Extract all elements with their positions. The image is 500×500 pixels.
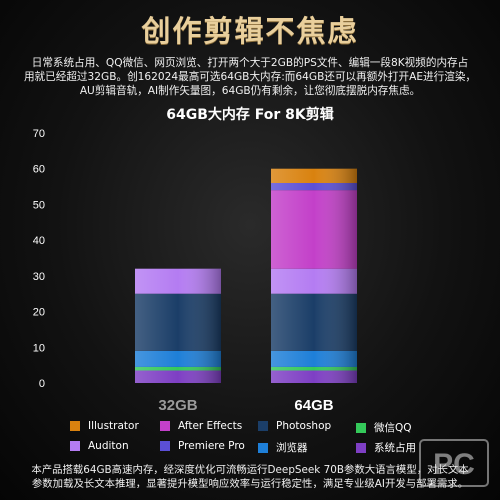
legend-label: Illustrator bbox=[88, 420, 139, 432]
bar-segment-shading bbox=[135, 268, 221, 294]
description-line: 日常系统占用、QQ微信、网页浏览、打开两个大于2GB的PS文件、编辑一段8K视频… bbox=[31, 57, 469, 69]
pc-watermark-icon: PC bbox=[419, 439, 489, 487]
bar-segment-shading bbox=[271, 183, 357, 191]
legend-item: 浏览器 bbox=[258, 440, 308, 455]
legend-label: Auditon bbox=[88, 440, 129, 452]
bar-segment-shading bbox=[135, 350, 221, 367]
legend-swatch bbox=[70, 421, 80, 431]
bar-segment-shading bbox=[271, 293, 357, 351]
legend-label: Premiere Pro bbox=[178, 440, 245, 452]
legend-swatch bbox=[258, 442, 268, 453]
description: 日常系统占用、QQ微信、网页浏览、打开两个大于2GB的PS文件、编辑一段8K视频… bbox=[8, 56, 492, 98]
footer-line: 本产品搭载64GB高速内存，经深度优化可流畅运行DeepSeek 70B参数大语… bbox=[31, 464, 469, 476]
legend-swatch bbox=[160, 441, 170, 451]
chart-title: 64GB大内存 For 8K剪辑 bbox=[166, 107, 334, 123]
bar-segment-shading bbox=[271, 268, 357, 294]
legend-label: 浏览器 bbox=[276, 442, 308, 454]
y-tick-label: 30 bbox=[33, 271, 45, 283]
y-tick-label: 20 bbox=[33, 307, 45, 319]
x-tick-label: 64GB bbox=[294, 397, 333, 414]
y-tick-label: 40 bbox=[33, 235, 45, 247]
bar-segment-shading bbox=[135, 370, 221, 383]
legend-item: 微信QQ bbox=[356, 420, 412, 435]
legend-label: After Effects bbox=[178, 420, 243, 432]
y-tick-label: 10 bbox=[33, 342, 45, 354]
bar-segment-shading bbox=[271, 168, 357, 183]
bar-segment-shading bbox=[135, 366, 221, 371]
legend-label: 系统占用 bbox=[374, 442, 416, 454]
legend-swatch bbox=[70, 441, 80, 451]
watermark-text: PC bbox=[433, 448, 475, 481]
y-tick-label: 0 bbox=[39, 378, 45, 390]
y-tick-label: 50 bbox=[33, 199, 45, 211]
description-line: 用就已经超过32GB。创162024最高可选64GB大内存:而64GB还可以再额… bbox=[23, 71, 477, 83]
bar-segment-shading bbox=[271, 350, 357, 367]
legend-swatch bbox=[356, 442, 366, 453]
footer-line: 参数加载及长文本推理，显著提升模型响应效率与运行稳定性，满足专业级AI开发与部署… bbox=[31, 478, 469, 490]
bar-segment-shading bbox=[135, 293, 221, 351]
legend-item: Premiere Pro bbox=[160, 440, 245, 452]
legend-item: Auditon bbox=[70, 440, 129, 452]
legend-swatch bbox=[258, 421, 268, 431]
bar-segment-shading bbox=[271, 190, 357, 269]
x-tick-label: 32GB bbox=[158, 397, 197, 414]
description-line: AU剪辑音轨，AI制作矢量图，64GB仍有剩余，让您彻底摆脱内存焦虑。 bbox=[79, 85, 421, 97]
legend-label: Photoshop bbox=[276, 420, 332, 432]
page-title: 创作剪辑不焦虑 bbox=[141, 14, 359, 48]
legend-item: Photoshop bbox=[258, 420, 331, 432]
footer-note: 本产品搭载64GB高速内存，经深度优化可流畅运行DeepSeek 70B参数大语… bbox=[6, 463, 494, 491]
y-tick-label: 60 bbox=[33, 164, 45, 176]
legend-item: Illustrator bbox=[70, 420, 139, 432]
legend-swatch bbox=[356, 422, 366, 433]
legend-label: 微信QQ bbox=[374, 422, 412, 434]
bar-segment-shading bbox=[271, 366, 357, 371]
legend-swatch bbox=[160, 421, 170, 431]
bar-segment-shading bbox=[271, 370, 357, 383]
legend-item: After Effects bbox=[160, 420, 242, 432]
legend-item: 系统占用 bbox=[356, 440, 416, 455]
y-tick-label: 70 bbox=[33, 128, 45, 140]
